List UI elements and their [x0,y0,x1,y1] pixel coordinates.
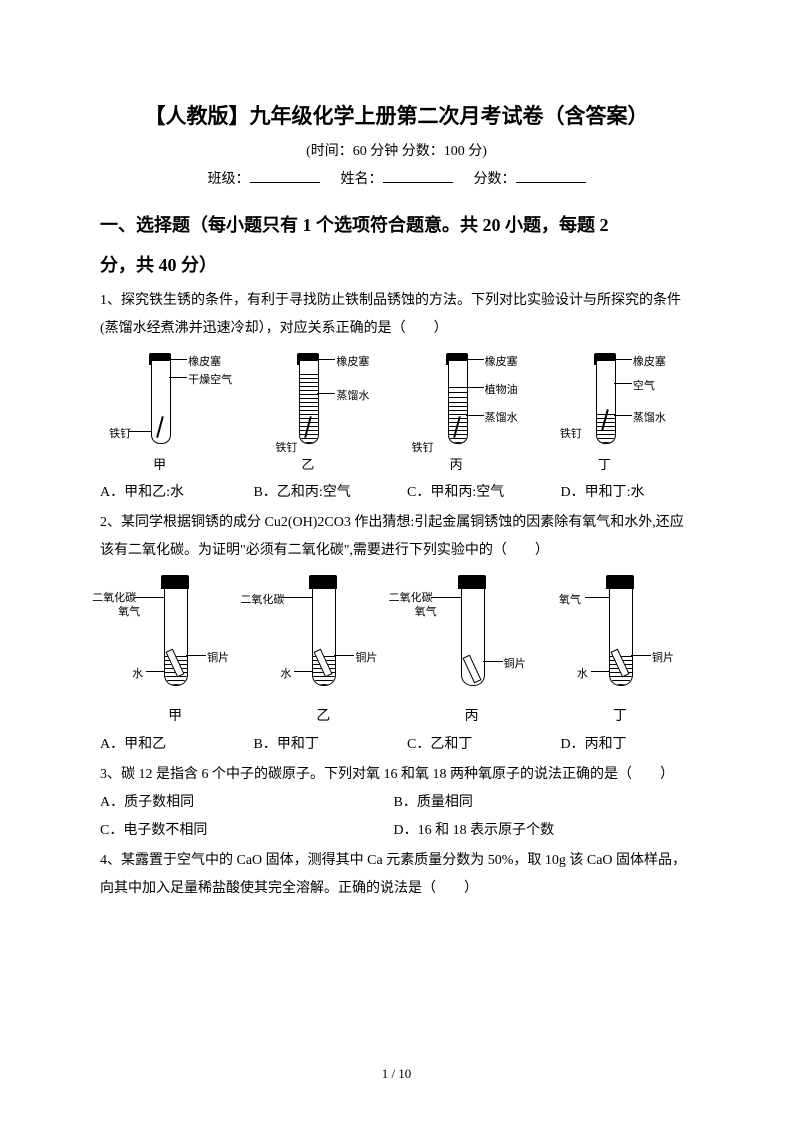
q1-tube-yi: 橡皮塞 蒸馏水 铁钉 乙 [257,353,387,473]
q1-opt-d[interactable]: D．甲和丁:水 [561,479,691,507]
score-blank[interactable] [516,168,586,183]
student-info-line: 班级： 姓名： 分数： [100,168,693,188]
q3-opt-a[interactable]: A．质子数相同 [100,789,390,817]
q2-opt-a[interactable]: A．甲和乙 [100,731,250,759]
q3-opt-c[interactable]: C．电子数不相同 [100,817,390,845]
question-3: 3、碳 12 是指含 6 个中子的碳原子。下列对氧 16 和氧 18 两种氧原子… [100,761,693,789]
q1-opt-a[interactable]: A．甲和乙:水 [100,479,250,507]
q3-opt-d[interactable]: D．16 和 18 表示原子个数 [394,817,555,845]
question-2: 2、某同学根据铜锈的成分 Cu2(OH)2CO3 作出猜想:引起金属铜锈蚀的因素… [100,509,693,565]
q3-options-row1: A．质子数相同 B．质量相同 [100,789,693,817]
q2-opt-d[interactable]: D．丙和丁 [561,731,691,759]
q1-diagram-row: 橡皮塞 干燥空气 铁钉 甲 橡皮塞 蒸馏水 铁钉 乙 [100,353,693,473]
q2-tube-bing: 二氧化碳 氧气 铜片 丙 [401,575,541,725]
q3-opt-b[interactable]: B．质量相同 [394,789,473,817]
class-blank[interactable] [250,168,320,183]
question-1: 1、探究铁生锈的条件，有利于寻找防止铁制品锈蚀的方法。下列对比实验设计与所探究的… [100,287,693,343]
score-label: 分数： [474,172,516,187]
exam-title: 【人教版】九年级化学上册第二次月考试卷（含答案） [100,100,693,130]
question-4: 4、某露置于空气中的 CaO 固体，测得其中 Ca 元素质量分数为 50%，取 … [100,847,693,903]
section-1-header-line2: 分，共 40 分） [100,246,693,286]
page-footer: 1 / 10 [0,1066,793,1082]
q1-tube-jia: 橡皮塞 干燥空气 铁钉 甲 [109,353,239,473]
name-blank[interactable] [383,168,453,183]
q2-opt-c[interactable]: C．乙和丁 [407,731,557,759]
q2-options: A．甲和乙 B．甲和丁 C．乙和丁 D．丙和丁 [100,731,693,759]
exam-subtitle: (时间：60 分钟 分数：100 分) [100,140,693,160]
q2-tube-yi: 二氧化碳 铜片 水 乙 [252,575,392,725]
q2-diagram-row: 二氧化碳 氧气 铜片 水 甲 二氧化碳 铜片 水 乙 [100,575,693,725]
name-label: 姓名： [341,172,383,187]
q1-opt-b[interactable]: B．乙和丙:空气 [254,479,404,507]
q2-opt-b[interactable]: B．甲和丁 [254,731,404,759]
section-1-header-line1: 一、选择题（每小题只有 1 个选项符合题意。共 20 小题，每题 2 [100,206,693,246]
q2-tube-ding: 氧气 铜片 水 丁 [549,575,689,725]
q1-tube-ding: 橡皮塞 空气 蒸馏水 铁钉 丁 [554,353,684,473]
class-label: 班级： [208,172,250,187]
q2-tube-jia: 二氧化碳 氧气 铜片 水 甲 [104,575,244,725]
q3-options-row2: C．电子数不相同 D．16 和 18 表示原子个数 [100,817,693,845]
q1-tube-bing: 橡皮塞 植物油 蒸馏水 铁钉 丙 [406,353,536,473]
q1-opt-c[interactable]: C．甲和丙:空气 [407,479,557,507]
q1-options: A．甲和乙:水 B．乙和丙:空气 C．甲和丙:空气 D．甲和丁:水 [100,479,693,507]
